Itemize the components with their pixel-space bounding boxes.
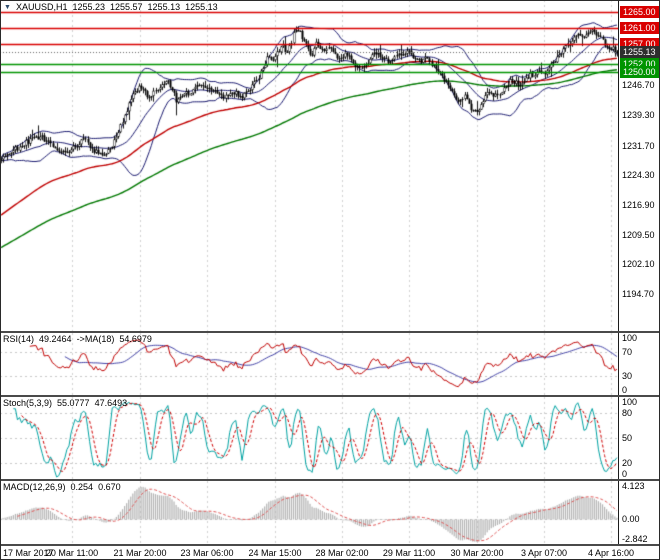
panel-splitter[interactable] (0, 331, 660, 333)
macd-axis[interactable]: 4.123 0.00 -2.842 (618, 481, 660, 544)
rsi-ma-value: 54.6979 (119, 334, 152, 344)
price-tick: 1194.70 (622, 289, 654, 300)
rsi-axis[interactable]: 100 70 30 0 (618, 333, 660, 395)
time-axis[interactable]: 17 Mar 2017 20 Mar 11:00 21 Mar 20:00 23 Ma… (0, 546, 660, 560)
stoch-title: Stoch(5,3,9) (3, 398, 53, 408)
rsi-canvas[interactable] (0, 333, 618, 395)
stoch-tick: 20 (622, 457, 633, 468)
macd-tick: 4.123 (622, 481, 645, 491)
price-tag-resistance: 1261.00 (620, 22, 660, 35)
symbol-dropdown-icon[interactable]: ▼ (4, 3, 11, 11)
stochastic-label: Stoch(5,3,9) 55.0777 47.6493 (3, 398, 127, 408)
price-tick: 1231.70 (622, 140, 655, 151)
macd-value: 0.254 (70, 482, 94, 492)
stoch-tick: 100 (622, 397, 638, 407)
rsi-tick: 30 (622, 371, 633, 382)
price-tick: 1216.90 (622, 200, 655, 211)
stoch-signal-value: 47.6493 (94, 398, 128, 408)
rsi-label: RSI(14) 49.2464 ->MA(18) 54.6979 (3, 334, 152, 344)
panel-splitter[interactable] (0, 395, 660, 397)
legend-symbol: XAUUSD,H1 (15, 2, 68, 12)
rsi-ma-title: ->MA(18) (76, 334, 115, 344)
price-tick: 1246.70 (622, 80, 655, 91)
stochastic-canvas[interactable] (0, 397, 618, 479)
time-label: 30 Mar 20:00 (450, 548, 504, 558)
macd-label: MACD(12,26,9) 0.254 0.670 (3, 482, 121, 492)
time-label: 3 Apr 07:00 (520, 548, 568, 558)
macd-tick: -2.842 (622, 534, 648, 544)
price-tick: 1202.10 (622, 259, 655, 270)
stochastic-panel: 100 80 50 20 0 Stoch(5,3,9) 55.0777 47.6493 (0, 397, 660, 479)
legend-low: 1255.13 (147, 2, 181, 12)
time-label: 28 Mar 02:00 (315, 548, 369, 558)
chart-legend: ▼ XAUUSD,H1 1255.23 1255.57 1255.13 1255… (4, 2, 218, 12)
main-chart-canvas[interactable] (0, 0, 618, 331)
price-tag-resistance: 1265.00 (620, 6, 660, 19)
time-label: 4 Apr 16:00 (587, 548, 635, 558)
time-label: 29 Mar 11:00 (382, 548, 436, 558)
macd-panel: 4.123 0.00 -2.842 MACD(12,26,9) 0.254 0.67… (0, 481, 660, 544)
price-tick: 1239.30 (622, 110, 655, 121)
stoch-tick: 80 (622, 408, 633, 419)
price-tick: 1209.50 (622, 229, 655, 240)
panel-splitter[interactable] (0, 479, 660, 481)
time-label: 23 Mar 06:00 (180, 548, 234, 558)
stochastic-axis[interactable]: 100 80 50 20 0 (618, 397, 660, 479)
legend-close: 1255.13 (185, 2, 218, 12)
macd-canvas[interactable] (0, 481, 618, 544)
macd-title: MACD(12,26,9) (3, 482, 66, 492)
price-tag-current: 1255.13 (620, 45, 660, 58)
panel-splitter[interactable] (0, 544, 660, 546)
rsi-tick: 70 (622, 346, 633, 357)
rsi-title: RSI(14) (3, 334, 35, 344)
rsi-value: 49.2464 (39, 334, 72, 344)
stoch-value: 55.0777 (57, 398, 90, 408)
stoch-tick: 50 (622, 433, 633, 443)
macd-tick: 0.00 (622, 513, 640, 524)
time-label: 20 Mar 11:00 (45, 548, 99, 558)
price-axis[interactable]: 1246.70 1239.30 1231.70 1224.30 1216.90 1209.… (618, 0, 660, 331)
rsi-tick: 0 (622, 385, 628, 395)
stoch-tick: 0 (622, 469, 628, 479)
time-label: 24 Mar 15:00 (248, 548, 302, 558)
rsi-tick: 100 (622, 333, 638, 343)
price-tag-support: 1250.00 (620, 66, 660, 79)
price-tick: 1224.30 (622, 170, 655, 181)
time-label: 17 Mar 2017 (3, 548, 54, 558)
legend-open: 1255.23 (72, 2, 105, 12)
main-chart-panel: 1246.70 1239.30 1231.70 1224.30 1216.90 1209.… (0, 0, 660, 331)
macd-signal-value: 0.670 (98, 482, 121, 492)
time-label: 21 Mar 20:00 (113, 548, 167, 558)
rsi-panel: 100 70 30 0 RSI(14) 49.2464 ->MA(18) 54.697… (0, 333, 660, 395)
legend-high: 1255.57 (110, 2, 143, 12)
